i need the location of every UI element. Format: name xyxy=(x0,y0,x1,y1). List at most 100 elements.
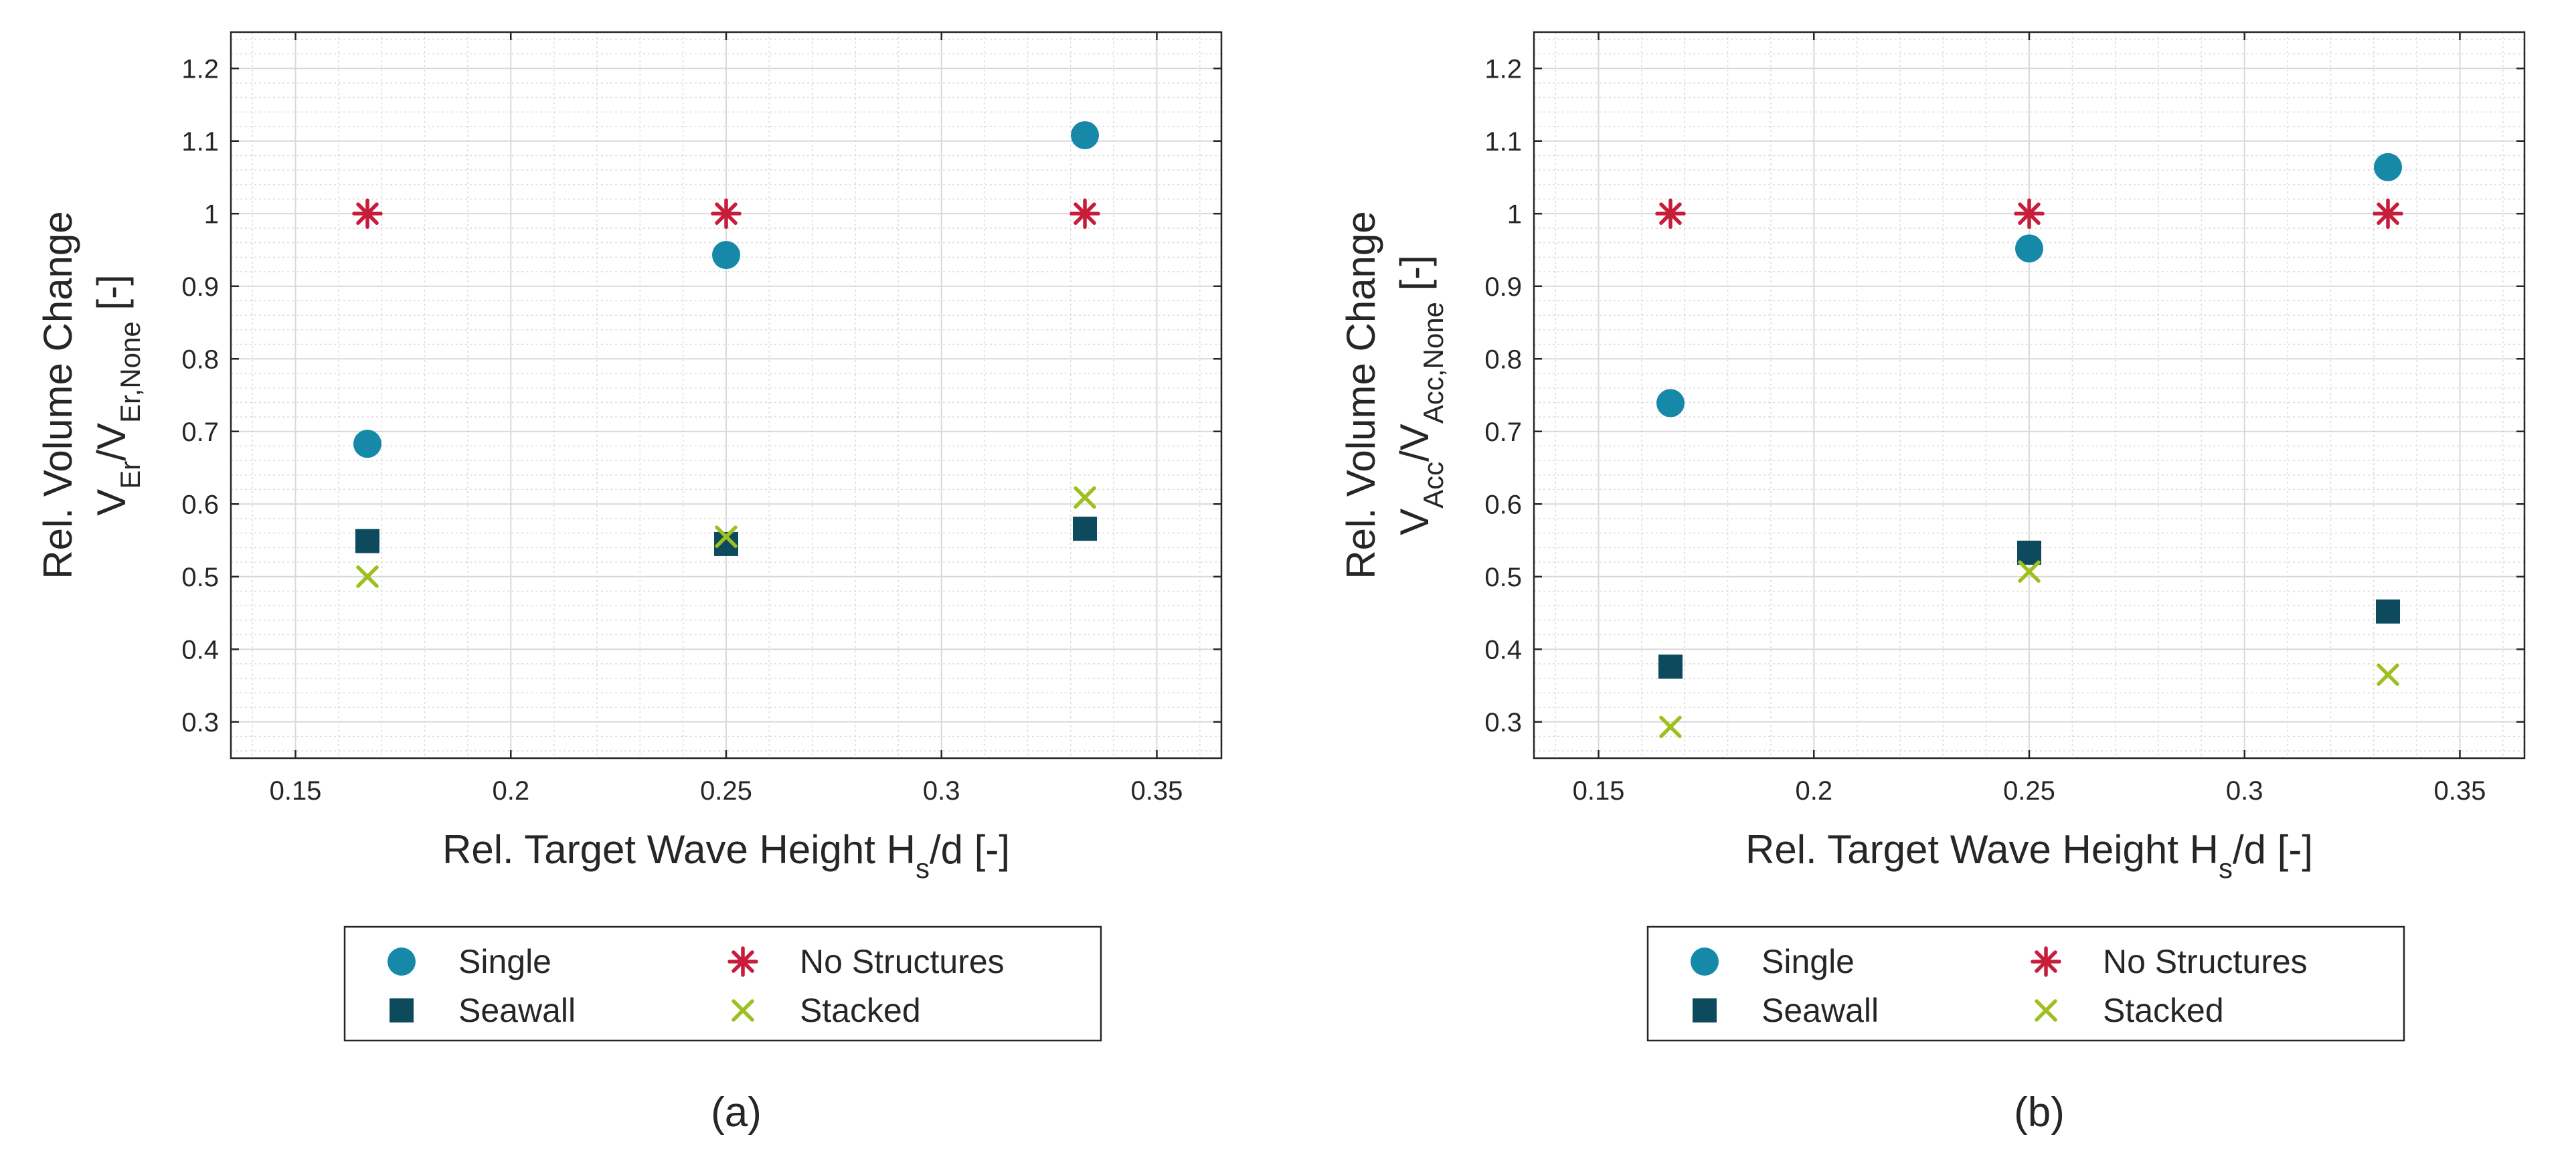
series-seawall xyxy=(1658,540,2401,679)
chart-panel: 0.3 0.4 0.5 0.6 0.7 0.8 0.9 1 1.1 1.2 0.15 0.2 0.25 0… xyxy=(1339,31,2526,884)
data-point xyxy=(711,198,742,229)
data-point xyxy=(1659,715,1682,739)
data-point xyxy=(353,430,381,458)
y-axis-label-line2: VAcc/VAcc,None [-] xyxy=(1392,255,1449,535)
legend-marker xyxy=(388,948,416,976)
series-no-structures xyxy=(352,198,1100,229)
x-tick-label: 0.35 xyxy=(1131,776,1183,806)
data-point xyxy=(2017,540,2041,565)
chart-panel: 0.3 0.4 0.5 0.6 0.7 0.8 0.9 1 1.1 1.2 0.15 0.2 0.25 0… xyxy=(35,31,1223,884)
y-tick-label: 0.5 xyxy=(181,563,219,592)
data-point xyxy=(1074,486,1096,509)
y-label-slash: /V xyxy=(1392,424,1437,462)
y-tick-label: 0.8 xyxy=(181,345,219,374)
legend-marker xyxy=(732,999,754,1022)
y-tick-label: 1.1 xyxy=(1484,127,1522,157)
x-tick-label: 0.3 xyxy=(923,776,960,806)
y-tick-label: 0.4 xyxy=(1484,635,1522,664)
x-axis-label-tail: /d [-] xyxy=(930,827,1010,872)
x-axis-label: Rel. Target Wave Height Hs/d [-] xyxy=(442,827,1010,884)
data-point xyxy=(1655,198,1686,229)
y-tick-label: 1.1 xyxy=(181,127,219,157)
legend-label: No Structures xyxy=(800,943,1005,980)
data-point xyxy=(356,565,379,588)
y-tick-label: 1 xyxy=(204,199,219,229)
y-tick-label: 0.6 xyxy=(181,490,219,519)
legend-label: Single xyxy=(1762,943,1855,980)
legend-marker xyxy=(1693,998,1717,1022)
data-point xyxy=(715,525,738,548)
y-tick-label: 0.8 xyxy=(1484,345,1522,374)
data-point xyxy=(2377,663,2399,686)
legend-marker xyxy=(727,946,758,977)
y-axis-label-line1: Rel. Volume Change xyxy=(35,211,80,579)
legend-marker xyxy=(2035,999,2057,1022)
y-tick-label: 0.9 xyxy=(1484,272,1522,302)
data-point xyxy=(1658,654,1683,679)
y-tick-label: 0.5 xyxy=(1484,563,1522,592)
data-point xyxy=(712,241,740,270)
y-label-v: V xyxy=(1392,509,1437,535)
legend: Single No Structures Seawall Stacked xyxy=(343,925,1102,1042)
x-axis-label-tail: /d [-] xyxy=(2233,827,2313,872)
legend-box xyxy=(343,925,1102,1042)
legend-marker xyxy=(1691,948,1719,976)
y-tick-label: 0.3 xyxy=(1484,708,1522,737)
series-stacked xyxy=(356,486,1096,588)
legend-box xyxy=(1646,925,2405,1042)
x-tick-label: 0.25 xyxy=(2003,776,2055,806)
y-label-slash: /V xyxy=(89,423,134,461)
x-tick-label: 0.3 xyxy=(2226,776,2263,806)
y-tick-label: 0.7 xyxy=(1484,418,1522,447)
y-axis-label-line1: Rel. Volume Change xyxy=(1339,211,1383,579)
panel-label: (b) xyxy=(2014,1089,2065,1136)
y-tick-label: 1.2 xyxy=(1484,54,1522,84)
y-tick-label: 0.3 xyxy=(181,708,219,737)
data-point xyxy=(1073,517,1098,541)
y-tick-label: 1.2 xyxy=(181,54,219,84)
y-label-sub1: Acc xyxy=(1418,462,1449,509)
y-label-sub2: Acc,None xyxy=(1418,302,1449,424)
x-axis-label-main: Rel. Target Wave Height H xyxy=(442,827,916,872)
x-axis-label-sub: s xyxy=(916,853,930,884)
y-tick-label: 1 xyxy=(1507,199,1522,229)
legend-label: No Structures xyxy=(2103,943,2308,980)
x-axis-label-main: Rel. Target Wave Height H xyxy=(1745,827,2219,872)
data-point xyxy=(1071,121,1100,150)
data-point xyxy=(352,198,383,229)
y-label-sub2: Er,None xyxy=(114,321,146,423)
series-stacked xyxy=(1659,560,2399,739)
y-label-v: V xyxy=(89,489,134,516)
x-tick-label: 0.35 xyxy=(2434,776,2486,806)
series-single xyxy=(353,121,1100,458)
legend: Single No Structures Seawall Stacked xyxy=(1646,925,2405,1042)
series-no-structures xyxy=(1655,198,2403,229)
legend-label: Stacked xyxy=(800,992,921,1029)
x-axis-label-sub: s xyxy=(2219,853,2233,884)
y-tick-label: 0.6 xyxy=(1484,490,1522,519)
data-point xyxy=(2374,153,2403,181)
y-label-unit: [-] xyxy=(1392,255,1437,302)
y-tick-label: 0.9 xyxy=(181,272,219,302)
data-point xyxy=(2376,599,2401,624)
data-point xyxy=(1656,389,1685,418)
data-point xyxy=(1069,198,1100,229)
y-axis-label-line2: VEr/VEr,None [-] xyxy=(89,274,146,516)
x-tick-label: 0.2 xyxy=(492,776,529,806)
legend-label: Seawall xyxy=(1762,992,1879,1029)
x-tick-label: 0.25 xyxy=(700,776,752,806)
x-tick-label: 0.15 xyxy=(1573,776,1625,806)
legend-label: Single xyxy=(458,943,551,980)
data-point xyxy=(2014,198,2045,229)
x-tick-label: 0.15 xyxy=(270,776,322,806)
series-single xyxy=(1656,153,2403,418)
legend-label: Seawall xyxy=(458,992,576,1029)
data-point xyxy=(2015,234,2043,263)
legend-marker xyxy=(390,998,414,1022)
y-label-unit: [-] xyxy=(89,274,134,321)
y-tick-label: 0.4 xyxy=(181,635,219,664)
data-point xyxy=(2373,198,2403,229)
y-label-sub1: Er xyxy=(114,461,146,489)
legend-marker xyxy=(2031,946,2061,977)
